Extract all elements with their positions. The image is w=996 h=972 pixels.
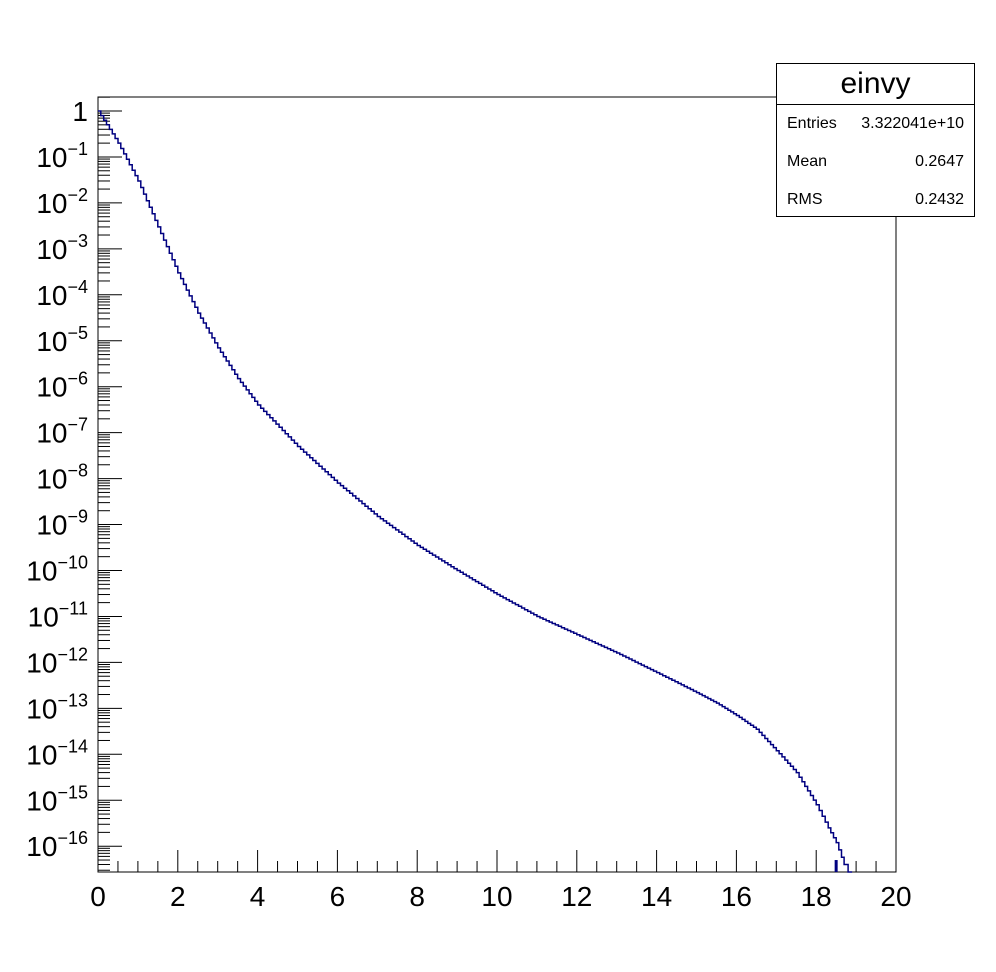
y-tick-base: 10 — [36, 372, 67, 403]
y-tick-label: 10−7 — [36, 415, 88, 449]
x-tick-label: 20 — [880, 881, 911, 912]
y-tick-exponent: −3 — [67, 231, 88, 251]
y-tick-exponent: −5 — [67, 323, 88, 343]
x-tick-label: 14 — [641, 881, 672, 912]
y-tick-base: 10 — [36, 418, 67, 449]
y-tick-base: 10 — [36, 234, 67, 265]
stats-rms-value: 0.2432 — [915, 191, 964, 208]
y-tick-base: 10 — [26, 831, 57, 862]
y-tick-exponent: −15 — [57, 782, 88, 802]
y-tick-base: 10 — [26, 647, 57, 678]
x-tick-label: 12 — [561, 881, 592, 912]
y-tick-base: 10 — [36, 326, 67, 357]
y-tick-exponent: −11 — [59, 598, 88, 618]
y-tick-label: 10−5 — [36, 323, 88, 357]
y-tick-base: 10 — [28, 601, 59, 632]
y-tick-base: 10 — [36, 510, 67, 541]
y-tick-base: 10 — [36, 280, 67, 311]
y-axis: 110−110−210−310−410−510−610−710−810−910−… — [26, 96, 122, 871]
stats-mean-label: Mean — [787, 153, 828, 170]
y-tick-exponent: −6 — [67, 369, 88, 389]
histogram-bin — [834, 860, 838, 872]
y-tick-label: 10−9 — [36, 507, 88, 541]
y-tick-exponent: −2 — [67, 185, 88, 205]
y-tick-base: 10 — [26, 556, 57, 587]
y-tick-base: 10 — [36, 188, 67, 219]
y-tick-exponent: −16 — [57, 828, 88, 848]
y-tick-base: 10 — [26, 785, 57, 816]
y-tick-label: 10−3 — [36, 231, 88, 265]
x-tick-label: 6 — [330, 881, 346, 912]
y-tick-exponent: −9 — [67, 507, 88, 527]
y-tick-label: 10−8 — [36, 461, 88, 495]
x-tick-label: 10 — [481, 881, 512, 912]
y-tick-base: 10 — [26, 693, 57, 724]
x-axis: 0 2 4 6 8 10 12 14 16 18 20 — [90, 850, 912, 912]
y-tick-label: 10−6 — [36, 369, 88, 403]
x-tick-label: 2 — [170, 881, 186, 912]
y-tick-label: 10−12 — [26, 644, 88, 678]
stats-box: einvy Entries 3.322041e+10 Mean 0.2647 R… — [776, 63, 975, 217]
plot-frame — [97, 96, 897, 873]
histogram-line — [98, 110, 853, 873]
y-tick-base: 10 — [36, 464, 67, 495]
x-tick-label: 4 — [250, 881, 266, 912]
y-tick-label: 10−10 — [26, 553, 88, 587]
y-tick-exponent: −8 — [67, 461, 88, 481]
y-tick-exponent: −7 — [67, 415, 88, 435]
x-tick-label: 0 — [90, 881, 106, 912]
stats-rms-label: RMS — [787, 191, 823, 208]
y-tick-label: 10−2 — [36, 185, 88, 219]
stats-mean-value: 0.2647 — [915, 153, 964, 170]
stats-entries-label: Entries — [787, 115, 837, 132]
y-tick-label: 10−16 — [26, 828, 88, 862]
y-tick-exponent: −4 — [67, 277, 88, 297]
y-tick-base: 10 — [36, 142, 67, 173]
stats-title: einvy — [777, 64, 974, 105]
x-tick-label: 16 — [721, 881, 752, 912]
y-tick-exponent: −10 — [57, 553, 88, 573]
y-tick-label: 10−1 — [36, 139, 88, 173]
y-tick-exponent: −13 — [57, 690, 88, 710]
stats-row-entries: Entries 3.322041e+10 — [787, 114, 964, 134]
y-tick-label: 10−15 — [26, 782, 88, 816]
stats-row-rms: RMS 0.2432 — [787, 190, 964, 210]
stats-row-mean: Mean 0.2647 — [787, 152, 964, 172]
y-tick-base: 10 — [26, 739, 57, 770]
x-tick-label: 8 — [409, 881, 425, 912]
y-tick-exponent: −12 — [57, 644, 88, 664]
y-tick-label: 10−4 — [36, 277, 88, 311]
y-tick-base: 1 — [72, 96, 88, 127]
y-tick-label: 10−11 — [28, 598, 88, 632]
y-tick-label: 1 — [72, 96, 88, 127]
histogram-tail-bins — [834, 860, 838, 872]
y-tick-label: 10−14 — [26, 736, 88, 770]
y-tick-label: 10−13 — [26, 690, 88, 724]
y-tick-exponent: −14 — [57, 736, 88, 756]
y-tick-exponent: −1 — [67, 139, 88, 159]
x-tick-label: 18 — [801, 881, 832, 912]
stats-entries-value: 3.322041e+10 — [861, 115, 964, 132]
